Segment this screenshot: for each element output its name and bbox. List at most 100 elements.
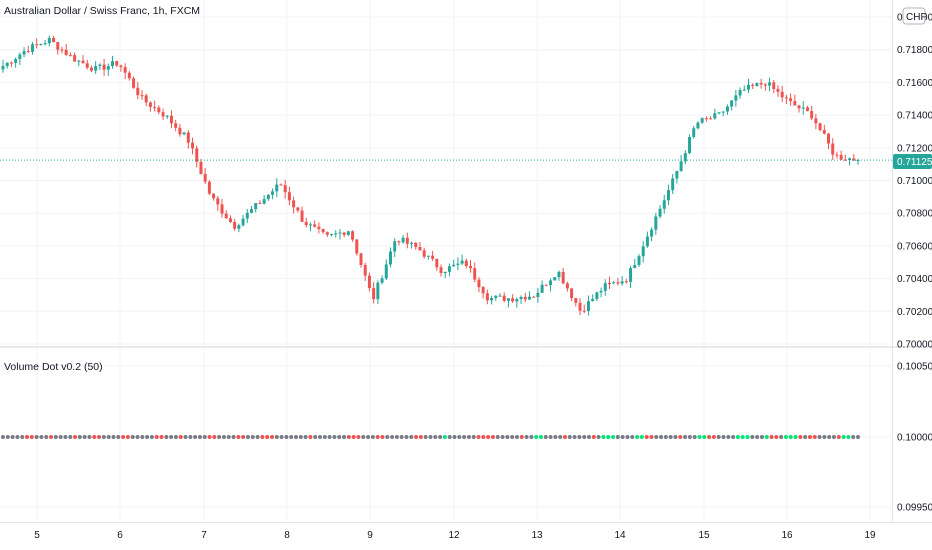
volume-dot bbox=[740, 435, 745, 439]
volume-dot bbox=[77, 435, 82, 439]
candle bbox=[679, 154, 683, 172]
candle bbox=[106, 63, 110, 76]
candle bbox=[397, 240, 401, 246]
volume-dot bbox=[851, 435, 856, 439]
candle bbox=[115, 60, 119, 67]
candle bbox=[827, 132, 831, 150]
candle bbox=[683, 150, 687, 165]
main-pane[interactable] bbox=[0, 0, 892, 346]
candle bbox=[502, 292, 506, 303]
candle bbox=[641, 240, 645, 263]
volume-dots-layer bbox=[1, 435, 860, 439]
candle bbox=[245, 208, 249, 223]
volume-dot bbox=[856, 435, 860, 439]
volume-dot bbox=[375, 435, 380, 439]
volume-dot bbox=[596, 435, 601, 439]
candle bbox=[296, 207, 300, 213]
volume-dot bbox=[831, 435, 836, 439]
volume-dot bbox=[1, 435, 5, 439]
volume-dot bbox=[625, 435, 630, 439]
candle bbox=[805, 105, 809, 112]
indicator-axis[interactable]: 0.10050 0.10000 0.09950 bbox=[897, 362, 932, 514]
candle bbox=[561, 267, 565, 285]
candle bbox=[725, 104, 729, 115]
volume-dot bbox=[711, 435, 716, 439]
volume-dot bbox=[10, 435, 15, 439]
candle bbox=[64, 43, 68, 56]
volume-dot bbox=[250, 435, 255, 439]
volume-dot bbox=[289, 435, 294, 439]
candle bbox=[401, 234, 405, 244]
candle bbox=[203, 168, 207, 184]
volume-dot bbox=[707, 435, 712, 439]
volume-dot bbox=[654, 435, 659, 439]
price-axis[interactable]: 0.720000.718000.716000.714000.712000.710… bbox=[897, 13, 932, 351]
candle bbox=[330, 233, 334, 237]
volume-dot bbox=[822, 435, 827, 439]
volume-dot bbox=[447, 435, 452, 439]
volume-dot bbox=[274, 435, 279, 439]
price-tick-label: 0.70200 bbox=[897, 307, 932, 318]
candle bbox=[195, 145, 199, 168]
candle bbox=[578, 298, 582, 316]
volume-dot bbox=[495, 435, 500, 439]
volume-dot bbox=[798, 435, 803, 439]
volume-dot bbox=[490, 435, 495, 439]
candle bbox=[393, 238, 397, 258]
volume-dot bbox=[644, 435, 649, 439]
candle bbox=[111, 55, 115, 69]
candle bbox=[9, 61, 13, 68]
volume-dot bbox=[510, 435, 515, 439]
volume-dot bbox=[577, 435, 582, 439]
candle bbox=[666, 184, 670, 206]
price-tick-label: 0.70000 bbox=[897, 340, 932, 351]
volume-dot bbox=[788, 435, 793, 439]
candle bbox=[776, 85, 780, 97]
candle bbox=[852, 153, 856, 161]
candle bbox=[460, 254, 464, 266]
volume-dot bbox=[606, 435, 611, 439]
candle bbox=[174, 119, 178, 132]
volume-dot bbox=[58, 435, 63, 439]
candle bbox=[351, 230, 355, 242]
volume-dot bbox=[370, 435, 375, 439]
volume-dot bbox=[178, 435, 183, 439]
candle bbox=[464, 258, 468, 269]
volume-dot bbox=[82, 435, 87, 439]
currency-badge[interactable]: CHF bbox=[902, 7, 927, 25]
volume-dot bbox=[476, 435, 481, 439]
volume-dot bbox=[418, 435, 423, 439]
candle bbox=[523, 292, 527, 303]
candle bbox=[207, 180, 211, 196]
volume-dot bbox=[169, 435, 174, 439]
time-axis[interactable]: 5 6 7 8 9 12 13 14 15 16 19 bbox=[34, 530, 876, 541]
volume-dot bbox=[15, 435, 20, 439]
volume-dot bbox=[836, 435, 841, 439]
candle bbox=[793, 94, 797, 106]
candle bbox=[220, 199, 224, 218]
volume-dot bbox=[553, 435, 558, 439]
volume-dot bbox=[745, 435, 750, 439]
volume-dot bbox=[29, 435, 34, 439]
candle bbox=[418, 241, 422, 251]
candle bbox=[346, 230, 350, 236]
candle bbox=[140, 89, 144, 101]
last-price-label: 0.71125 bbox=[893, 154, 932, 169]
volume-dot bbox=[587, 435, 592, 439]
candle bbox=[14, 57, 18, 68]
candle bbox=[47, 35, 51, 47]
volume-dot bbox=[111, 435, 116, 439]
last-price-text: 0.71125 bbox=[897, 157, 932, 168]
candle bbox=[304, 217, 308, 228]
candle bbox=[751, 83, 755, 90]
candle bbox=[675, 170, 679, 184]
candle bbox=[283, 179, 287, 199]
volume-dot bbox=[452, 435, 457, 439]
volume-dot bbox=[164, 435, 169, 439]
indicator-label[interactable]: Volume Dot v0.2 (50) bbox=[4, 361, 103, 373]
candle bbox=[169, 110, 173, 129]
indicator-pane[interactable] bbox=[0, 348, 892, 521]
candle bbox=[292, 196, 296, 214]
candle bbox=[755, 82, 759, 87]
